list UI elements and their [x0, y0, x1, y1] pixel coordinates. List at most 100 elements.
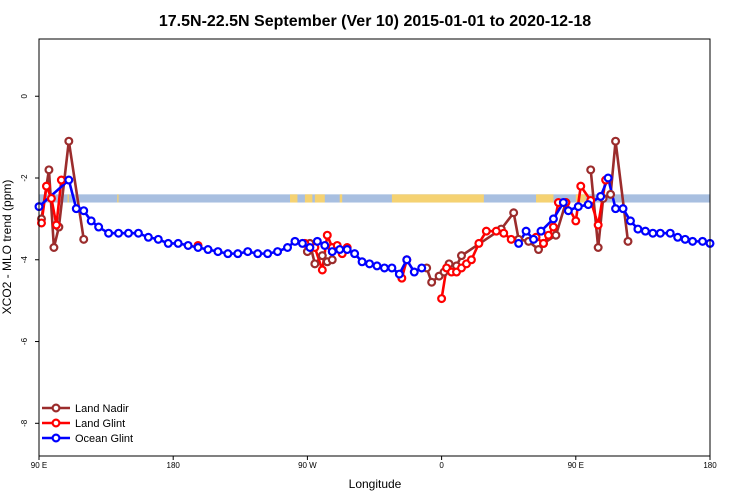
plot-frame — [38, 38, 711, 457]
ocean-glint-point — [203, 245, 213, 255]
ocean-glint-point — [213, 247, 223, 257]
land-nadir-point — [427, 277, 437, 287]
band-land — [117, 194, 119, 203]
ocean-glint-point — [365, 259, 375, 269]
land-nadir-point — [611, 136, 621, 146]
band-land — [304, 194, 313, 203]
ocean-glint-point — [193, 243, 203, 253]
ocean-glint-point — [625, 216, 635, 226]
land-glint-point — [499, 228, 509, 238]
ocean-glint-point — [94, 222, 104, 232]
ocean-glint-point — [79, 206, 89, 216]
land-nadir-point — [310, 259, 320, 269]
land-nadir-point — [79, 234, 89, 244]
land-nadir-point — [456, 251, 466, 261]
land-glint-point — [317, 265, 327, 275]
ocean-glint-point — [583, 200, 593, 210]
band-land — [575, 194, 586, 203]
series-layer — [34, 136, 715, 304]
ocean-glint-point — [342, 245, 352, 255]
ocean-glint-point — [233, 249, 243, 259]
x-tick-label: 90 E — [31, 461, 47, 470]
x-axis-label: Longitude — [349, 477, 402, 491]
ocean-glint-point — [283, 243, 293, 253]
band-land — [290, 194, 298, 203]
ocean-glint-point — [611, 204, 621, 214]
ocean-glint-point — [603, 173, 613, 183]
legend-marker-land-glint — [51, 418, 61, 428]
land-glint-point — [56, 175, 66, 185]
band-land — [339, 194, 343, 203]
y-axis-label: XCO2 - MLO trend (ppm) — [0, 180, 14, 315]
x-tick-label: 180 — [167, 461, 181, 470]
ocean-glint-point — [253, 249, 263, 259]
ocean-glint-point — [243, 247, 253, 257]
legend-label-land-nadir: Land Nadir — [75, 403, 129, 415]
legend-label-ocean-glint: Ocean Glint — [75, 433, 133, 445]
ocean-glint-point — [133, 228, 143, 238]
ocean-glint-point — [680, 234, 690, 244]
ocean-glint-point — [327, 247, 337, 257]
y-tick-label: -4 — [20, 256, 29, 264]
y-tick-label: -2 — [20, 174, 29, 182]
legend-label-land-glint: Land Glint — [75, 418, 125, 430]
legend: Land Nadir Land Glint Ocean Glint — [42, 403, 133, 445]
ocean-glint-point — [596, 191, 606, 201]
ocean-glint-point — [350, 249, 360, 259]
ocean-glint-point — [290, 236, 300, 246]
land-glint-point — [593, 220, 603, 230]
ocean-glint-point — [417, 263, 427, 273]
band-land — [67, 194, 69, 203]
ocean-glint-point — [183, 240, 193, 250]
ocean-glint-point — [387, 263, 397, 273]
ocean-glint-point — [305, 243, 315, 253]
ocean-glint-point — [394, 269, 404, 279]
land-glint-point — [543, 230, 553, 240]
land-glint-point — [571, 216, 581, 226]
ocean-glint-point — [633, 224, 643, 234]
land-glint-point — [36, 218, 46, 228]
chart-title: 17.5N-22.5N September (Ver 10) 2015-01-0… — [159, 13, 591, 30]
y-tick-label: -8 — [20, 419, 29, 427]
land-nadir-point — [44, 165, 54, 175]
ocean-glint-point — [563, 206, 573, 216]
x-tick-label: 90 E — [568, 461, 584, 470]
legend-marker-land-nadir — [51, 403, 61, 413]
land-nadir-point — [606, 189, 616, 199]
ocean-glint-point — [335, 245, 345, 255]
land-glint-point — [41, 181, 51, 191]
band-land — [536, 194, 554, 203]
ocean-glint-point — [273, 247, 283, 257]
land-glint-point — [548, 222, 558, 232]
ocean-glint-point — [114, 228, 124, 238]
land-nadir-line — [40, 139, 86, 249]
x-tick-label: 180 — [703, 461, 717, 470]
ocean-glint-point — [123, 228, 133, 238]
ocean-glint-point — [409, 267, 419, 277]
land-glint-point — [491, 226, 501, 236]
land-nadir-point — [623, 236, 633, 246]
land-nadir-point — [64, 136, 74, 146]
ocean-glint-point — [648, 228, 658, 238]
ocean-glint-point — [655, 228, 665, 238]
ocean-glint-point — [71, 204, 81, 214]
ocean-glint-point — [263, 249, 273, 259]
land-glint-point — [506, 234, 516, 244]
x-tick-label: 90 W — [298, 461, 317, 470]
x-tick-label: 0 — [439, 461, 444, 470]
y-tick-label: 0 — [20, 93, 29, 98]
ocean-glint-point — [357, 257, 367, 267]
land-glint-point — [481, 226, 491, 236]
ocean-glint-point — [86, 216, 96, 226]
ocean-glint-point — [402, 255, 412, 265]
ocean-glint-point — [163, 238, 173, 248]
ocean-glint-point — [379, 263, 389, 273]
land-glint-point — [51, 220, 61, 230]
land-nadir-point — [551, 230, 561, 240]
ocean-glint-point — [223, 249, 233, 259]
land-glint-point — [474, 238, 484, 248]
land-glint-point — [437, 294, 447, 304]
legend-marker-ocean-glint — [51, 433, 61, 443]
ocean-glint-point — [514, 238, 524, 248]
